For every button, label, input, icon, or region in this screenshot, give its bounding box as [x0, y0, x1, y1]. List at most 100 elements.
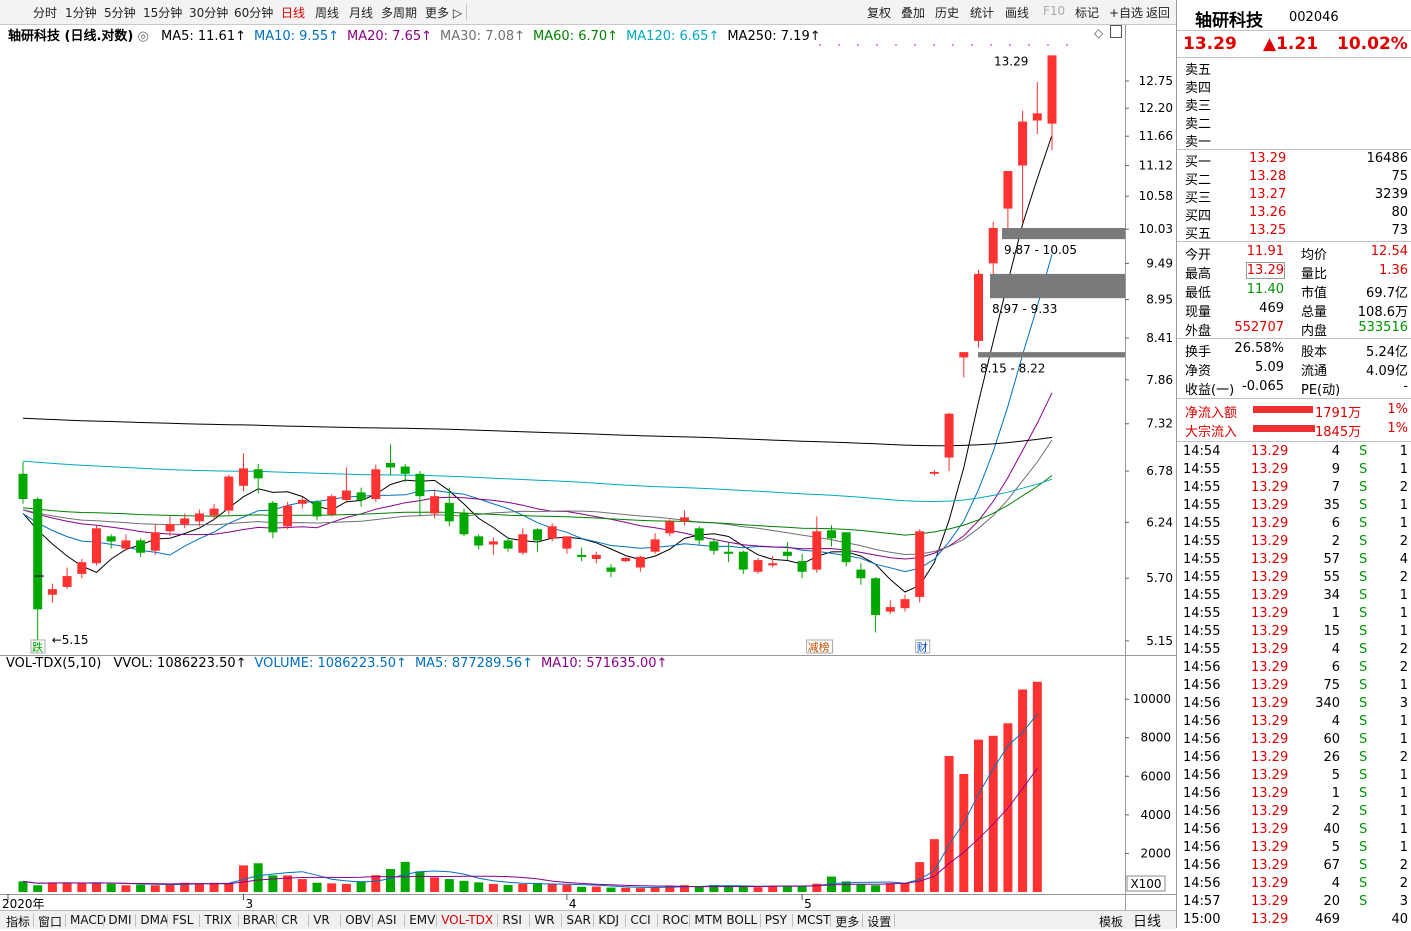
candle[interactable]: [209, 503, 219, 521]
indicator-tab-18[interactable]: CCI: [630, 913, 651, 927]
volume-bar[interactable]: [591, 886, 601, 892]
period-tab-5[interactable]: 60分钟: [234, 6, 274, 20]
period-status[interactable]: 日线: [1133, 914, 1161, 930]
toolbar-action-7[interactable]: +自选: [1109, 6, 1144, 20]
candle[interactable]: [224, 474, 234, 515]
event-marker[interactable]: [806, 639, 834, 654]
candle[interactable]: [283, 501, 293, 530]
volume-bar[interactable]: [709, 885, 719, 892]
candle[interactable]: [547, 523, 557, 542]
period-tab-10[interactable]: 更多 ▷: [425, 6, 463, 20]
candle[interactable]: [797, 553, 807, 579]
candle[interactable]: [1047, 55, 1057, 151]
volume-bar[interactable]: [327, 883, 337, 892]
toolbar-action-1[interactable]: 叠加: [901, 6, 926, 20]
indicator-tab-13[interactable]: VOL-TDX: [441, 913, 494, 927]
period-tab-1[interactable]: 1分钟: [65, 6, 97, 20]
volume-bar[interactable]: [547, 884, 557, 892]
volume-bar[interactable]: [635, 888, 645, 892]
indicator-tab-9[interactable]: VR: [313, 913, 330, 927]
candle[interactable]: [268, 500, 278, 539]
volume-bar[interactable]: [356, 881, 366, 892]
volume-bar[interactable]: [92, 882, 101, 892]
volume-bar[interactable]: [209, 882, 219, 892]
indicator-tab-5[interactable]: FSL: [172, 913, 194, 927]
candle[interactable]: [444, 487, 454, 527]
volume-bar[interactable]: [988, 735, 998, 892]
candle[interactable]: [341, 467, 351, 503]
candle[interactable]: [782, 542, 792, 561]
candle[interactable]: [635, 555, 645, 572]
toolbar-action-6[interactable]: 标记: [1075, 6, 1100, 20]
event-marker[interactable]: [915, 639, 931, 654]
candle[interactable]: [591, 551, 601, 564]
toolbar-action-4[interactable]: 画线: [1005, 6, 1030, 20]
volume-bar[interactable]: [268, 875, 278, 892]
period-tab-0[interactable]: 分时: [33, 6, 58, 20]
volume-bar[interactable]: [753, 887, 763, 892]
candle[interactable]: [871, 577, 881, 633]
volume-bar[interactable]: [106, 883, 116, 892]
volume-bar[interactable]: [900, 882, 910, 892]
volume-bar[interactable]: [650, 886, 660, 892]
volume-bar[interactable]: [797, 886, 807, 892]
candle[interactable]: [533, 528, 542, 552]
candle[interactable]: [503, 537, 513, 552]
candle[interactable]: [356, 487, 366, 507]
candle[interactable]: [606, 564, 616, 578]
period-tab-4[interactable]: 30分钟: [189, 6, 229, 20]
volume-bar[interactable]: [474, 882, 484, 892]
candle[interactable]: [194, 509, 204, 527]
candle[interactable]: [77, 559, 87, 579]
candle[interactable]: [577, 547, 587, 562]
template-tab[interactable]: 模板: [1099, 915, 1124, 929]
candle[interactable]: [150, 524, 160, 555]
volume-bar[interactable]: [812, 883, 822, 892]
volume-bar[interactable]: [18, 881, 28, 892]
volume-bar[interactable]: [959, 773, 969, 892]
volume-bar[interactable]: [62, 882, 72, 892]
candle[interactable]: [459, 508, 469, 537]
volume-bar[interactable]: [944, 756, 954, 892]
candle[interactable]: [900, 594, 910, 612]
volume-bar[interactable]: [430, 877, 440, 892]
volume-bar[interactable]: [724, 885, 734, 892]
volume-bar[interactable]: [782, 885, 792, 892]
volume-bar[interactable]: [459, 880, 469, 892]
volume-bar[interactable]: [386, 869, 395, 892]
indicator-tab-23[interactable]: MCST: [796, 913, 831, 927]
period-tab-3[interactable]: 15分钟: [143, 6, 183, 20]
diamond-icon[interactable]: ◇: [1094, 26, 1104, 40]
volume-bar[interactable]: [239, 865, 248, 892]
candle[interactable]: [665, 519, 675, 537]
volume-bar[interactable]: [194, 883, 204, 892]
candle[interactable]: [694, 526, 704, 545]
volume-bar[interactable]: [1032, 681, 1042, 892]
candle[interactable]: [929, 470, 939, 476]
candle[interactable]: [974, 269, 983, 348]
indicator-tab-24[interactable]: 更多: [835, 915, 860, 929]
volume-bar[interactable]: [503, 885, 513, 892]
volume-bar[interactable]: [841, 881, 851, 892]
candle[interactable]: [915, 529, 925, 603]
candle[interactable]: [18, 462, 28, 504]
volume-bar[interactable]: [136, 884, 146, 892]
candle[interactable]: [386, 444, 395, 476]
candle[interactable]: [988, 221, 998, 276]
volume-bar[interactable]: [341, 883, 351, 892]
candle[interactable]: [488, 537, 498, 555]
volume-bar[interactable]: [297, 879, 307, 892]
candle[interactable]: [856, 563, 866, 585]
volume-bar[interactable]: [312, 882, 322, 892]
candle[interactable]: [944, 412, 954, 472]
candle[interactable]: [650, 533, 660, 554]
volume-bar[interactable]: [885, 883, 895, 892]
volume-bar[interactable]: [224, 883, 234, 892]
volume-bar[interactable]: [488, 883, 498, 892]
candle[interactable]: [297, 497, 307, 509]
volume-bar[interactable]: [915, 862, 925, 892]
window-toggle-icon[interactable]: [1110, 25, 1122, 38]
candle[interactable]: [371, 464, 381, 502]
indicator-tab-11[interactable]: ASI: [377, 913, 397, 927]
indicator-tab-21[interactable]: BOLL: [726, 913, 758, 927]
